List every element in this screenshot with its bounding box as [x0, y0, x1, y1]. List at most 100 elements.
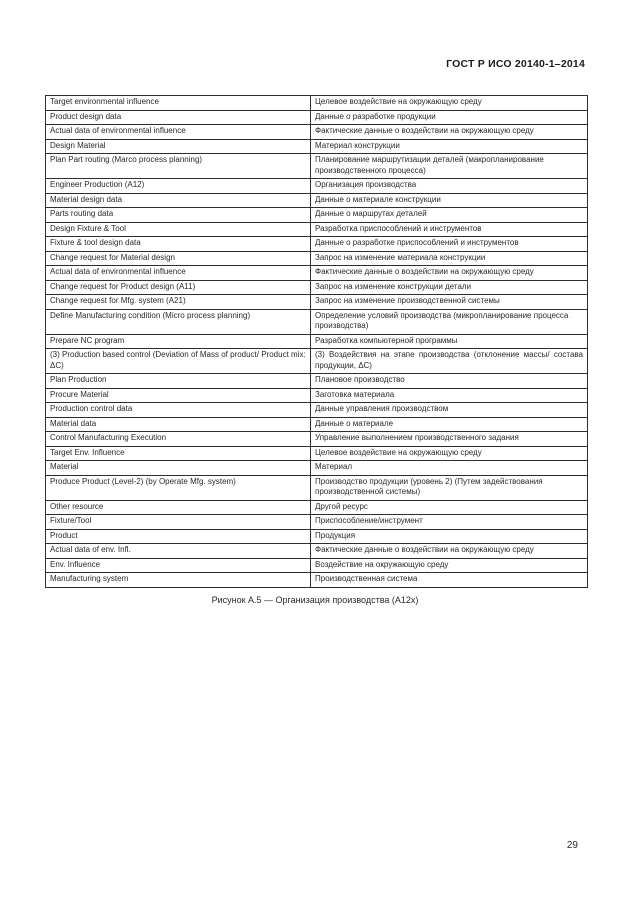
cell-english-term: Plan Production	[45, 373, 311, 389]
cell-english-term: Change request for Material design	[45, 250, 311, 266]
table-row: Product design data Данные о разработке п…	[45, 109, 588, 125]
table-row: Fixture & tool design data Данные о разра…	[45, 236, 588, 252]
table-row: Actual data of environmental influence Фа…	[45, 124, 588, 140]
cell-russian-translation: Данные о материале конструкции	[310, 192, 588, 208]
table-row: Material Материал	[45, 460, 588, 476]
cell-english-term: Control Manufacturing Execution	[45, 431, 311, 447]
table-row: Change request for Material design Запрос…	[45, 250, 588, 266]
cell-russian-translation: Определение условий производства (микроп…	[310, 308, 588, 335]
cell-russian-translation: Производство продукции (уровень 2) (Путе…	[310, 474, 588, 501]
cell-english-term: Manufacturing system	[45, 572, 311, 588]
cell-russian-translation: Материал конструкции	[310, 138, 588, 154]
cell-russian-translation: Фактические данные о воздействии на окру…	[310, 543, 588, 559]
cell-english-term: Actual data of environmental influence	[45, 124, 311, 140]
cell-russian-translation: Фактические данные о воздействии на окру…	[310, 124, 588, 140]
table-row: Parts routing data Данные о маршрутах дет…	[45, 207, 588, 223]
cell-english-term: Env. Influence	[45, 557, 311, 573]
table-row: Target environmental influence Целевое во…	[45, 95, 588, 111]
cell-english-term: Procure Material	[45, 387, 311, 403]
cell-english-term: Target Env. Influence	[45, 445, 311, 461]
cell-english-term: Design Fixture & Tool	[45, 221, 311, 237]
cell-russian-translation: Данные управления производством	[310, 402, 588, 418]
cell-english-term: Production control data	[45, 402, 311, 418]
table-row: Engineer Production (A12) Организация про…	[45, 178, 588, 194]
cell-english-term: Produce Product (Level-2) (by Operate Mf…	[45, 474, 311, 501]
page-content: Target environmental influence Целевое во…	[45, 95, 588, 605]
cell-russian-translation: Данные о маршрутах деталей	[310, 207, 588, 223]
table-row: Prepare NC program Разработка компьютерно…	[45, 333, 588, 349]
table-row: Product Продукция	[45, 528, 588, 544]
cell-english-term: Change request for Mfg. system (A21)	[45, 294, 311, 310]
cell-english-term: Define Manufacturing condition (Micro pr…	[45, 308, 311, 335]
cell-russian-translation: Материал	[310, 460, 588, 476]
table-row: Define Manufacturing condition (Micro pr…	[45, 308, 588, 335]
cell-english-term: Change request for Product design (A11)	[45, 279, 311, 295]
cell-english-term: Plan Part routing (Marco process plannin…	[45, 153, 311, 179]
cell-english-term: Material design data	[45, 192, 311, 208]
cell-russian-translation: Разработка приспособлений и инструментов	[310, 221, 588, 237]
table-row: Plan Part routing (Marco process plannin…	[45, 153, 588, 179]
cell-english-term: Product design data	[45, 109, 311, 125]
cell-russian-translation: Запрос на изменение производственной сис…	[310, 294, 588, 310]
table-row: Material data Данные о материале	[45, 416, 588, 432]
table-row: Actual data of environmental influence Фа…	[45, 265, 588, 281]
cell-english-term: Material	[45, 460, 311, 476]
table-row: Fixture/Tool Приспособление/инструмент	[45, 514, 588, 530]
cell-russian-translation: Продукция	[310, 528, 588, 544]
cell-russian-translation: Воздействие на окружающую среду	[310, 557, 588, 573]
table-row: Design Material Материал конструкции	[45, 138, 588, 154]
cell-english-term: Actual data of environmental influence	[45, 265, 311, 281]
figure-caption: Рисунок А.5 — Организация производства (…	[211, 594, 419, 605]
cell-english-term: Fixture & tool design data	[45, 236, 311, 252]
table-row: Env. Influence Воздействие на окружающую …	[45, 557, 588, 573]
table-row: Plan Production Плановое производство	[45, 373, 588, 389]
standard-number-header: ГОСТ Р ИСО 20140-1–2014	[446, 58, 585, 70]
cell-english-term: Parts routing data	[45, 207, 311, 223]
cell-russian-translation: Заготовка материала	[310, 387, 588, 403]
translation-table: Target environmental influence Целевое во…	[45, 95, 588, 588]
cell-russian-translation: (3) Воздействия на этапе производства (о…	[310, 348, 588, 374]
table-row: (3) Production based control (Deviation …	[45, 348, 588, 374]
cell-russian-translation: Управление выполнением производственного…	[310, 431, 588, 447]
cell-russian-translation: Запрос на изменение материала конструкци…	[310, 250, 588, 266]
table-row: Other resource Другой ресурс	[45, 499, 588, 515]
table-row: Produce Product (Level-2) (by Operate Mf…	[45, 474, 588, 501]
cell-english-term: Prepare NC program	[45, 333, 311, 349]
cell-russian-translation: Организация производства	[310, 178, 588, 194]
cell-russian-translation: Данные о материале	[310, 416, 588, 432]
table-row: Production control data Данные управления…	[45, 402, 588, 418]
cell-russian-translation: Данные о разработке приспособлений и инс…	[310, 236, 588, 252]
cell-russian-translation: Целевое воздействие на окружающую среду	[310, 95, 588, 111]
table-row: Change request for Product design (A11) З…	[45, 279, 588, 295]
table-row: Manufacturing system Производственная сис…	[45, 572, 588, 588]
cell-english-term: (3) Production based control (Deviation …	[45, 348, 311, 374]
cell-english-term: Fixture/Tool	[45, 514, 311, 530]
cell-russian-translation: Приспособление/инструмент	[310, 514, 588, 530]
table-row: Actual data of env. Infl. Фактические дан…	[45, 543, 588, 559]
cell-english-term: Product	[45, 528, 311, 544]
cell-english-term: Design Material	[45, 138, 311, 154]
cell-russian-translation: Производственная система	[310, 572, 588, 588]
cell-russian-translation: Планирование маршрутизации деталей (макр…	[310, 153, 588, 179]
cell-russian-translation: Целевое воздействие на окружающую среду	[310, 445, 588, 461]
table-row: Procure Material Заготовка материала	[45, 387, 588, 403]
cell-russian-translation: Разработка компьютерной программы	[310, 333, 588, 349]
table-row: Target Env. Influence Целевое воздействие…	[45, 445, 588, 461]
translation-table-body: Target environmental influence Целевое во…	[45, 95, 588, 588]
cell-english-term: Engineer Production (A12)	[45, 178, 311, 194]
page-number: 29	[566, 840, 578, 851]
cell-russian-translation: Запрос на изменение конструкции детали	[310, 279, 588, 295]
cell-english-term: Actual data of env. Infl.	[45, 543, 311, 559]
table-row: Material design data Данные о материале к…	[45, 192, 588, 208]
cell-russian-translation: Данные о разработке продукции	[310, 109, 588, 125]
cell-russian-translation: Другой ресурс	[310, 499, 588, 515]
cell-english-term: Target environmental influence	[45, 95, 311, 111]
cell-english-term: Other resource	[45, 499, 311, 515]
cell-english-term: Material data	[45, 416, 311, 432]
cell-russian-translation: Плановое производство	[310, 373, 588, 389]
cell-russian-translation: Фактические данные о воздействии на окру…	[310, 265, 588, 281]
table-row: Change request for Mfg. system (A21) Запр…	[45, 294, 588, 310]
table-row: Design Fixture & Tool Разработка приспосо…	[45, 221, 588, 237]
table-row: Control Manufacturing Execution Управлени…	[45, 431, 588, 447]
